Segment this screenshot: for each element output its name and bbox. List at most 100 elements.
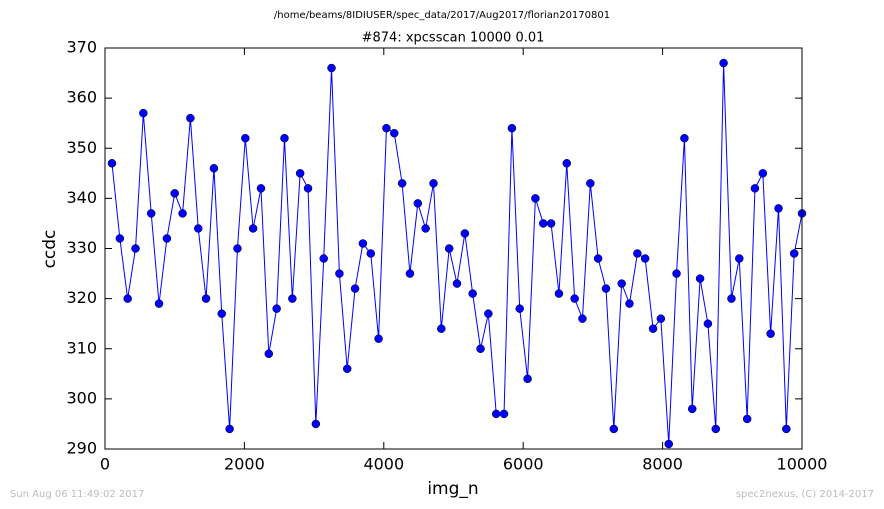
data-point [687,404,697,414]
data-point [515,304,524,313]
data-point [742,414,752,424]
y-tick-label: 360 [66,88,97,107]
data-point [123,294,132,303]
data-point [248,224,258,233]
data-point [319,254,328,263]
data-point [703,319,713,328]
data-point [233,244,242,253]
data-point [107,159,117,168]
data-point [484,309,493,318]
data-point [405,269,415,278]
data-point [633,249,642,258]
data-point [523,374,532,384]
data-point [382,123,391,133]
data-point [476,344,485,353]
plot-frame [104,47,803,450]
data-point [539,219,548,228]
data-point [468,289,477,298]
data-line [111,63,803,445]
data-point [311,419,321,429]
y-tick-label: 330 [66,238,97,257]
data-point [758,169,768,178]
footer-right: spec2nexus, (C) 2014-2017 [736,489,874,500]
data-point [609,424,619,434]
y-tick-label: 300 [66,388,97,407]
data-point [656,314,666,323]
data-point [640,254,650,263]
chart-title: #874: xpcsscan 10000 0.01 [362,31,545,46]
data-point [162,234,172,243]
data-point [421,224,430,233]
data-point [264,349,274,359]
data-point [774,204,783,213]
data-point [272,304,281,313]
data-point [131,244,140,253]
y-tick-label: 340 [66,188,97,207]
data-point [499,409,509,419]
data-point [554,289,564,298]
data-point [789,249,799,258]
data-point [225,424,234,434]
x-tick-label: 10000 [777,455,828,474]
data-point [766,329,775,338]
data-point [444,244,454,253]
data-point [115,234,125,243]
data-point [295,169,305,178]
data-point [735,254,744,263]
data-point [460,229,470,238]
data-point [680,133,689,143]
footer-left: Sun Aug 06 11:49:02 2017 [10,489,144,500]
data-point [625,299,634,308]
data-point [327,63,336,73]
x-axis-label: img_n [427,479,478,499]
y-tick-label: 320 [66,288,97,307]
data-point [170,189,179,198]
data-point [413,199,423,208]
data-point [374,334,383,343]
data-point [727,294,736,303]
data-point [593,254,603,263]
data-point [209,164,219,173]
data-point [366,249,376,258]
data-point [578,314,587,323]
data-point [217,309,226,318]
y-axis-label: ccdc [40,230,60,269]
data-point [139,108,148,118]
x-tick-label: 8000 [642,455,683,474]
data-point [429,179,438,188]
data-point [601,284,611,293]
data-point [437,324,446,333]
data-point [201,294,211,303]
data-point [303,184,313,193]
data-point [711,424,721,434]
data-point [617,279,626,288]
data-point [531,194,540,203]
data-point [570,294,579,303]
data-point [280,133,289,143]
data-point [750,184,760,193]
x-tick-label: 4000 [363,455,404,474]
data-point [546,219,556,228]
data-point [350,284,360,293]
data-point [154,299,164,308]
data-point [397,179,407,188]
y-tick-label: 310 [66,338,97,357]
data-point [390,128,399,138]
data-point [335,269,344,278]
data-point [194,224,203,233]
data-point [562,159,572,168]
x-tick-label: 6000 [503,455,544,474]
data-point [146,209,156,218]
data-point [241,133,250,143]
x-tick-label: 2000 [224,455,265,474]
data-point [342,364,352,374]
suptitle: /home/beams/8IDIUSER/spec_data/2017/Aug2… [274,10,610,21]
data-point [648,324,658,333]
data-point [178,209,187,218]
y-tick-label: 370 [66,38,97,57]
data-point [782,424,791,434]
y-tick-label: 350 [66,138,97,157]
y-tick-label: 290 [66,439,97,458]
